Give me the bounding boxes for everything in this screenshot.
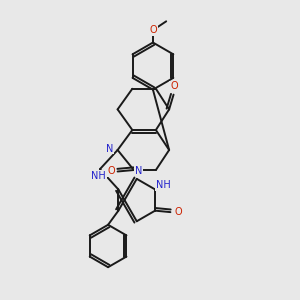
Text: N: N	[106, 143, 113, 154]
Text: N: N	[134, 166, 142, 176]
Text: O: O	[170, 81, 178, 92]
Text: O: O	[149, 25, 157, 35]
Text: NH: NH	[156, 180, 171, 190]
Text: O: O	[107, 167, 115, 176]
Text: O: O	[175, 207, 182, 217]
Text: NH: NH	[91, 171, 106, 181]
